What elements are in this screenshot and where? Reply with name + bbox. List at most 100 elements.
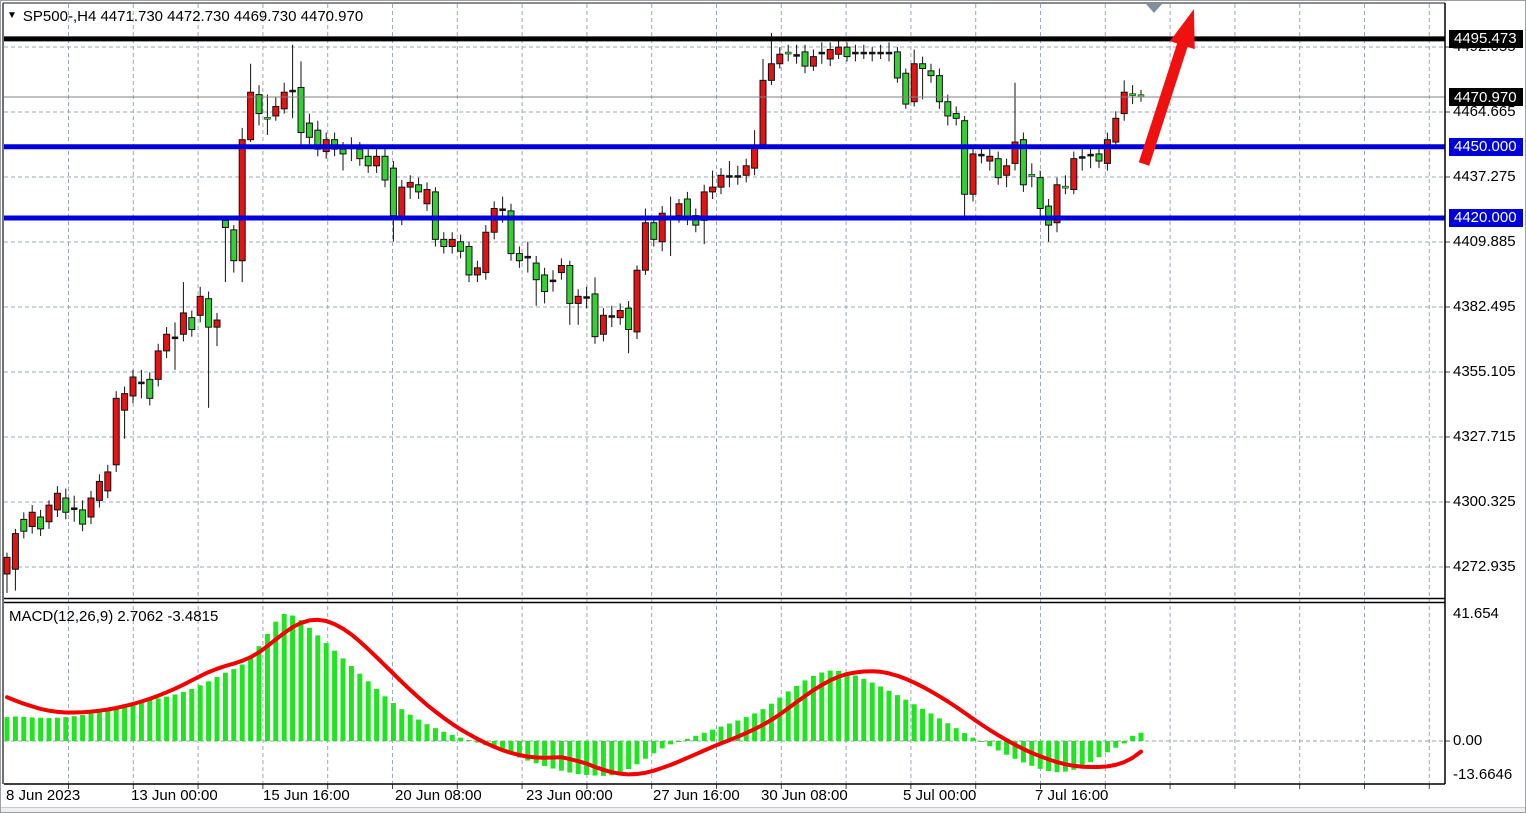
candle-red[interactable] [104, 471, 112, 492]
macd-histogram-bar[interactable] [852, 675, 858, 741]
candle-green[interactable] [205, 298, 213, 328]
candle-green[interactable] [1036, 177, 1044, 210]
macd-histogram-bar[interactable] [172, 694, 178, 741]
candle-red[interactable] [751, 146, 759, 169]
macd-histogram-bar[interactable] [886, 690, 892, 741]
macd-histogram-bar[interactable] [827, 670, 833, 741]
candle-red[interactable] [1070, 158, 1078, 191]
candle-doji[interactable] [868, 51, 876, 55]
candle-green[interactable] [20, 518, 28, 532]
macd-histogram-bar[interactable] [357, 673, 363, 741]
macd-histogram-bar[interactable] [290, 615, 296, 741]
macd-histogram-bar[interactable] [197, 685, 203, 741]
macd-histogram-bar[interactable] [416, 719, 422, 741]
macd-histogram-bar[interactable] [533, 741, 539, 764]
candle-green[interactable] [927, 70, 935, 77]
candle-red[interactable] [247, 91, 255, 141]
macd-histogram-bar[interactable] [340, 658, 346, 741]
macd-histogram-bar[interactable] [365, 681, 371, 741]
candle-doji[interactable] [524, 255, 532, 259]
candle-red[interactable] [835, 46, 843, 55]
macd-histogram-bar[interactable] [953, 728, 959, 741]
candle-red[interactable] [1053, 184, 1061, 224]
candle-red[interactable] [154, 350, 162, 380]
macd-histogram-bar[interactable] [248, 656, 254, 741]
candle-red[interactable] [717, 174, 725, 188]
candle-red[interactable] [482, 231, 490, 274]
candle-green[interactable] [843, 46, 851, 58]
macd-histogram-bar[interactable] [88, 713, 94, 741]
macd-histogram-bar[interactable] [575, 741, 581, 775]
macd-histogram-bar[interactable] [1113, 741, 1119, 748]
candle-red[interactable] [129, 376, 137, 397]
candle-green[interactable] [893, 51, 901, 79]
macd-histogram-bar[interactable] [634, 741, 640, 765]
macd-histogram-bar[interactable] [785, 691, 791, 741]
candle-red[interactable] [809, 56, 817, 67]
macd-histogram-bar[interactable] [592, 741, 598, 776]
candle-green[interactable] [1095, 153, 1103, 162]
candle-red[interactable] [776, 53, 784, 65]
macd-histogram-bar[interactable] [105, 709, 111, 741]
macd-histogram-bar[interactable] [147, 699, 153, 741]
macd-histogram-bar[interactable] [684, 738, 690, 741]
macd-histogram-bar[interactable] [878, 686, 884, 741]
macd-histogram-bar[interactable] [80, 714, 86, 741]
macd-histogram-bar[interactable] [836, 670, 842, 741]
macd-histogram-bar[interactable] [525, 741, 531, 761]
candle-doji[interactable] [1087, 153, 1094, 157]
macd-histogram-bar[interactable] [122, 704, 128, 741]
macd-histogram-bar[interactable] [1004, 741, 1010, 755]
candle-red[interactable] [163, 333, 171, 352]
candle-green[interactable] [457, 241, 465, 252]
candle-green[interactable] [566, 264, 574, 304]
macd-histogram-bar[interactable] [180, 692, 186, 741]
macd-histogram-bar[interactable] [995, 741, 1001, 751]
macd-histogram-bar[interactable] [306, 627, 312, 741]
macd-histogram-bar[interactable] [609, 741, 615, 776]
candle-red[interactable] [641, 222, 649, 271]
candle-green[interactable] [919, 63, 927, 69]
candle-doji[interactable] [264, 117, 271, 120]
candle-green[interactable] [961, 120, 969, 195]
macd-histogram-bar[interactable] [651, 741, 657, 754]
candle-red[interactable] [742, 165, 750, 176]
macd-signal-line[interactable] [5, 617, 1143, 777]
macd-histogram-bar[interactable] [323, 643, 329, 741]
macd-histogram-bar[interactable] [542, 741, 548, 767]
candle-doji[interactable] [818, 51, 826, 55]
candle-doji[interactable] [1129, 93, 1136, 96]
macd-histogram-bar[interactable] [550, 741, 556, 769]
macd-histogram-bar[interactable] [936, 718, 942, 741]
macd-histogram-bar[interactable] [626, 741, 632, 770]
macd-histogram-bar[interactable] [12, 716, 18, 741]
macd-histogram-bar[interactable] [668, 741, 674, 745]
candle-green[interactable] [1019, 139, 1027, 186]
candle-doji[interactable] [1137, 94, 1145, 98]
macd-histogram-bar[interactable] [642, 741, 648, 759]
horizontal-scrollbar-strip[interactable] [1, 807, 1525, 812]
candle-doji[interactable] [70, 507, 78, 510]
candle-red[interactable] [759, 79, 767, 145]
candle-red[interactable] [767, 63, 775, 81]
candle-red[interactable] [45, 504, 53, 523]
candle-doji[interactable] [138, 381, 145, 385]
candle-red[interactable] [280, 91, 288, 110]
macd-histogram-bar[interactable] [584, 741, 590, 775]
macd-histogram-bar[interactable] [676, 741, 682, 742]
macd-histogram-bar[interactable] [273, 621, 279, 741]
candle-red[interactable] [1112, 117, 1120, 143]
candle-green[interactable] [801, 51, 809, 67]
candle-green[interactable] [683, 198, 691, 219]
candle-green[interactable] [902, 72, 910, 105]
candle-red[interactable] [179, 312, 187, 335]
candle-doji[interactable] [1062, 185, 1069, 189]
macd-histogram-bar[interactable] [978, 741, 984, 742]
candle-green[interactable] [507, 210, 515, 255]
macd-histogram-bar[interactable] [239, 664, 245, 742]
candle-doji[interactable] [784, 51, 792, 55]
macd-histogram-bar[interactable] [424, 724, 430, 741]
candle-green[interactable] [541, 274, 549, 293]
candle-doji[interactable] [734, 175, 742, 178]
candle-green[interactable] [952, 113, 960, 119]
